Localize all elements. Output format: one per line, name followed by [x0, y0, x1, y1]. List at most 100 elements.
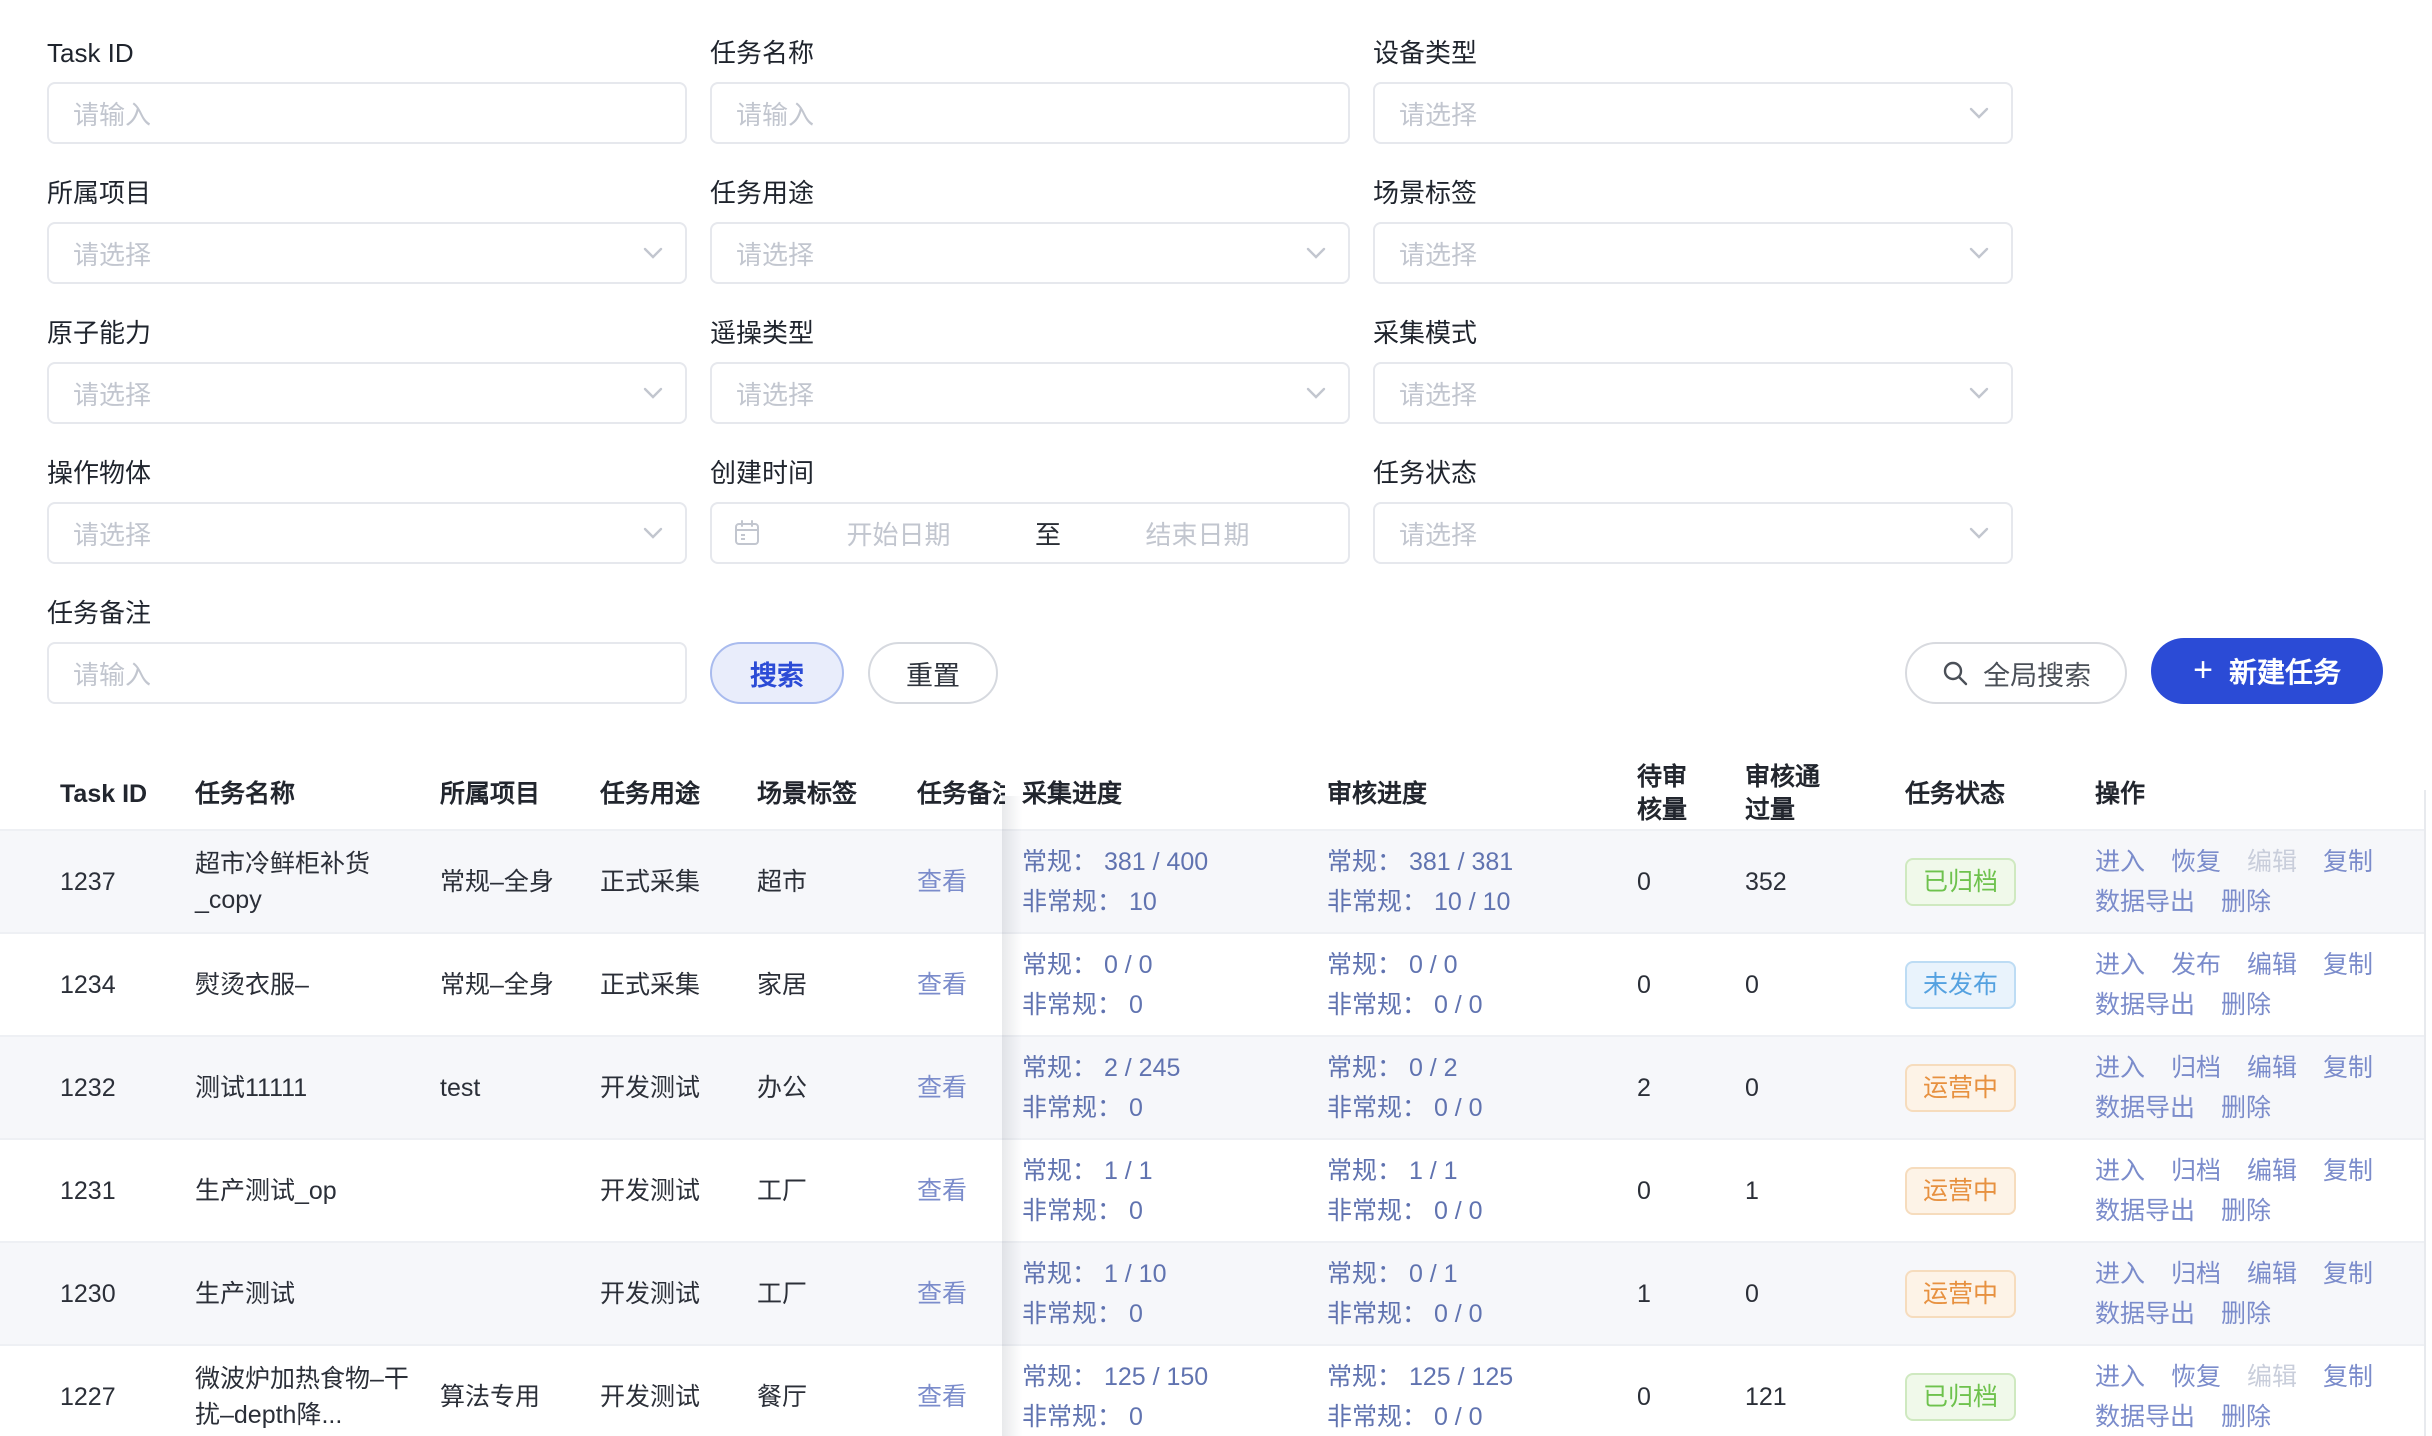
view-link[interactable]: 查看: [917, 1073, 968, 1102]
cell-task-id: 1231: [60, 1176, 116, 1205]
cell-task-id: 1237: [60, 867, 116, 896]
cell-purpose: 正式采集: [600, 970, 701, 999]
action-edit[interactable]: 编辑: [2247, 1156, 2298, 1185]
status-badge: 已归档: [1905, 1373, 2017, 1421]
action-export[interactable]: 数据导出: [2095, 1093, 2196, 1122]
object-select[interactable]: 请选择: [47, 502, 687, 564]
action-publish[interactable]: 发布: [2171, 950, 2222, 979]
action-delete[interactable]: 删除: [2221, 1196, 2272, 1225]
scrollbar-track[interactable]: [2424, 790, 2426, 1436]
cell-project: [440, 1139, 600, 1242]
action-edit[interactable]: 编辑: [2247, 1053, 2298, 1082]
view-link[interactable]: 查看: [917, 1176, 968, 1205]
start-date-placeholder[interactable]: 开始日期: [846, 519, 951, 550]
action-enter[interactable]: 进入: [2095, 1053, 2146, 1082]
cell-task-id: 1227: [60, 1383, 116, 1411]
collect-progress: 常规： 1 / 10 非常规： 0: [1022, 1259, 1167, 1328]
action-copy[interactable]: 复制: [2323, 1259, 2374, 1288]
action-enter[interactable]: 进入: [2095, 950, 2146, 979]
task-name-input[interactable]: 请输入: [710, 82, 1350, 144]
action-copy[interactable]: 复制: [2323, 1156, 2374, 1185]
reset-button[interactable]: 重置: [868, 642, 998, 704]
filter-field-project: 所属项目 请选择: [47, 178, 687, 284]
global-search-button[interactable]: 全局搜索: [1905, 642, 2128, 704]
action-copy[interactable]: 复制: [2323, 847, 2374, 876]
chevron-down-icon: [1969, 107, 1989, 119]
scene-tag-select[interactable]: 请选择: [1373, 222, 2013, 284]
action-edit[interactable]: 编辑: [2247, 1259, 2298, 1288]
date-separator: 至: [1035, 519, 1062, 550]
action-archive[interactable]: 归档: [2171, 1053, 2222, 1082]
status-badge: 运营中: [1905, 1063, 2017, 1112]
col-task-name: 任务名称: [195, 779, 296, 808]
action-archive[interactable]: 归档: [2171, 1156, 2222, 1185]
calendar-icon: [735, 520, 759, 545]
view-link[interactable]: 查看: [917, 1383, 968, 1411]
filter-label: 任务用途: [710, 178, 815, 208]
action-enter[interactable]: 进入: [2095, 1156, 2146, 1185]
col-scene-tag: 场景标签: [757, 779, 858, 808]
task-id-input[interactable]: 请输入: [47, 82, 687, 144]
create-time-range[interactable]: 开始日期 至 结束日期: [710, 502, 1350, 564]
action-enter[interactable]: 进入: [2095, 1259, 2146, 1288]
row-actions: 进入 恢复 编辑 复制 数据导出 删除: [2095, 1359, 2400, 1435]
action-delete[interactable]: 删除: [2221, 1093, 2272, 1122]
chevron-down-icon: [1969, 387, 1989, 399]
task-note-input[interactable]: 请输入: [47, 642, 687, 704]
filter-label: 操作物体: [47, 458, 152, 488]
action-restore[interactable]: 恢复: [2171, 847, 2222, 876]
action-delete[interactable]: 删除: [2221, 990, 2272, 1019]
end-date-placeholder[interactable]: 结束日期: [1145, 519, 1250, 550]
view-link[interactable]: 查看: [917, 970, 968, 999]
filter-form: Task ID 请输入 任务名称 请输入 设备类型 请选择 所属项目 请选择: [47, 38, 2432, 564]
cell-passed-count: 0: [1745, 970, 1759, 999]
filter-label: 创建时间: [710, 458, 815, 488]
action-export[interactable]: 数据导出: [2095, 1403, 2196, 1431]
action-enter[interactable]: 进入: [2095, 847, 2146, 876]
action-copy[interactable]: 复制: [2323, 1363, 2374, 1391]
select-placeholder: 请选择: [73, 519, 152, 550]
col-collect-progress: 采集进度: [1022, 779, 1123, 808]
review-progress: 常规： 125 / 125 非常规： 0 / 0: [1327, 1363, 1514, 1431]
new-task-button[interactable]: + 新建任务: [2151, 638, 2383, 704]
collect-progress: 常规： 2 / 245 非常规： 0: [1022, 1053, 1181, 1122]
device-type-select[interactable]: 请选择: [1373, 82, 2013, 144]
filter-field-collect-mode: 采集模式 请选择: [1373, 318, 2013, 424]
action-export[interactable]: 数据导出: [2095, 887, 2196, 916]
search-button[interactable]: 搜索: [710, 642, 844, 704]
purpose-select[interactable]: 请选择: [710, 222, 1350, 284]
action-delete[interactable]: 删除: [2221, 1299, 2272, 1328]
action-delete[interactable]: 删除: [2221, 1403, 2272, 1431]
action-restore[interactable]: 恢复: [2171, 1363, 2222, 1391]
action-archive[interactable]: 归档: [2171, 1259, 2222, 1288]
input-placeholder: 请输入: [73, 659, 152, 690]
action-delete[interactable]: 删除: [2221, 887, 2272, 916]
cell-task-id: 1230: [60, 1279, 116, 1308]
cell-purpose: 开发测试: [600, 1073, 701, 1102]
project-select[interactable]: 请选择: [47, 222, 687, 284]
chevron-down-icon: [1969, 247, 1989, 259]
action-export[interactable]: 数据导出: [2095, 1299, 2196, 1328]
action-export[interactable]: 数据导出: [2095, 1196, 2196, 1225]
atomic-ability-select[interactable]: 请选择: [47, 362, 687, 424]
view-link[interactable]: 查看: [917, 867, 968, 896]
collect-mode-select[interactable]: 请选择: [1373, 362, 2013, 424]
filter-field-task-name: 任务名称 请输入: [710, 38, 1350, 144]
cell-task-name: 微波炉加热食物–干扰–depth降...: [195, 1365, 409, 1429]
collect-progress: 常规： 1 / 1 非常规： 0: [1022, 1156, 1153, 1225]
cell-task-name: 熨烫衣服–: [195, 970, 309, 999]
task-status-select[interactable]: 请选择: [1373, 502, 2013, 564]
teleop-type-select[interactable]: 请选择: [710, 362, 1350, 424]
global-search-label: 全局搜索: [1983, 660, 2092, 691]
cell-scene-tag: 超市: [757, 867, 808, 896]
action-export[interactable]: 数据导出: [2095, 990, 2196, 1019]
action-enter[interactable]: 进入: [2095, 1363, 2146, 1391]
action-copy[interactable]: 复制: [2323, 950, 2374, 979]
action-copy[interactable]: 复制: [2323, 1053, 2374, 1082]
collect-progress: 常规： 381 / 400 非常规： 10: [1022, 847, 1209, 916]
view-link[interactable]: 查看: [917, 1279, 968, 1308]
cell-passed-count: 121: [1745, 1383, 1787, 1411]
table-row: 1230 生产测试 开发测试 工厂 查看 常规： 1 / 10 非常规： 0 常规…: [0, 1242, 2425, 1345]
row-actions: 进入 发布 编辑 复制 数据导出 删除: [2095, 947, 2400, 1023]
action-edit[interactable]: 编辑: [2247, 950, 2298, 979]
